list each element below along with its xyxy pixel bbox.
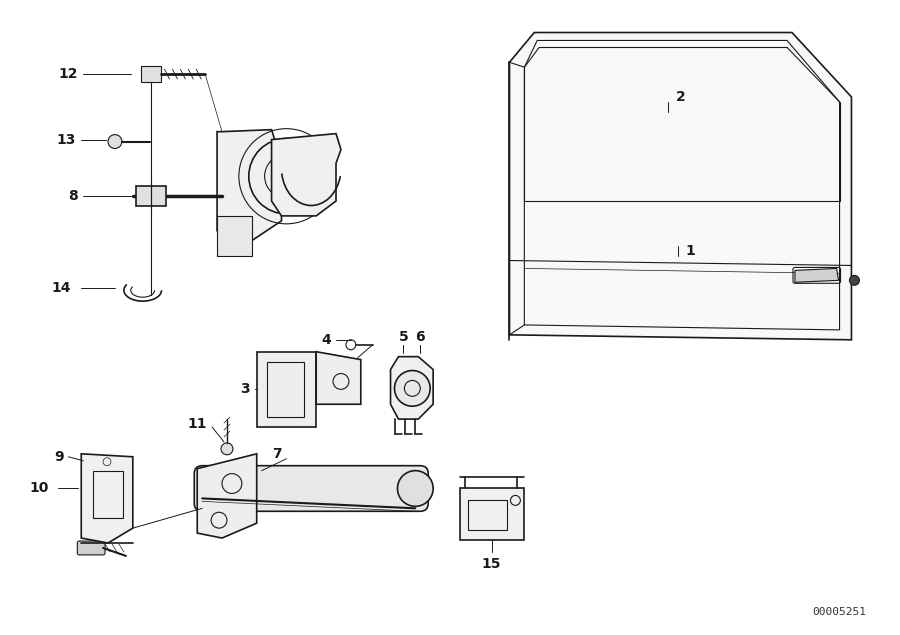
Polygon shape	[217, 130, 282, 241]
Circle shape	[398, 471, 433, 506]
Text: 5: 5	[399, 330, 409, 344]
Circle shape	[850, 276, 859, 285]
Text: 11: 11	[187, 417, 207, 431]
Text: 7: 7	[272, 447, 282, 461]
Polygon shape	[272, 133, 341, 216]
Polygon shape	[136, 186, 166, 206]
Text: 8: 8	[68, 189, 78, 203]
Text: 2: 2	[676, 90, 686, 104]
Polygon shape	[509, 32, 851, 340]
Polygon shape	[256, 352, 316, 427]
FancyBboxPatch shape	[194, 465, 428, 511]
Polygon shape	[140, 66, 160, 82]
Circle shape	[394, 371, 430, 406]
Text: 14: 14	[52, 281, 71, 295]
Text: 10: 10	[29, 481, 49, 495]
Text: 6: 6	[416, 330, 425, 344]
FancyBboxPatch shape	[77, 541, 105, 555]
Polygon shape	[795, 269, 839, 283]
Text: 3: 3	[240, 382, 250, 396]
Circle shape	[108, 135, 122, 149]
Polygon shape	[316, 352, 361, 404]
Text: 1: 1	[686, 244, 696, 258]
Circle shape	[221, 443, 233, 455]
Text: 00005251: 00005251	[813, 607, 867, 617]
Polygon shape	[391, 357, 433, 419]
Text: 4: 4	[321, 333, 331, 347]
Polygon shape	[81, 454, 133, 543]
Polygon shape	[460, 488, 525, 540]
Text: 12: 12	[58, 67, 78, 81]
Polygon shape	[197, 454, 256, 538]
Text: 15: 15	[482, 557, 501, 571]
Text: 9: 9	[54, 450, 63, 464]
Polygon shape	[217, 216, 252, 255]
Text: 13: 13	[57, 133, 76, 147]
